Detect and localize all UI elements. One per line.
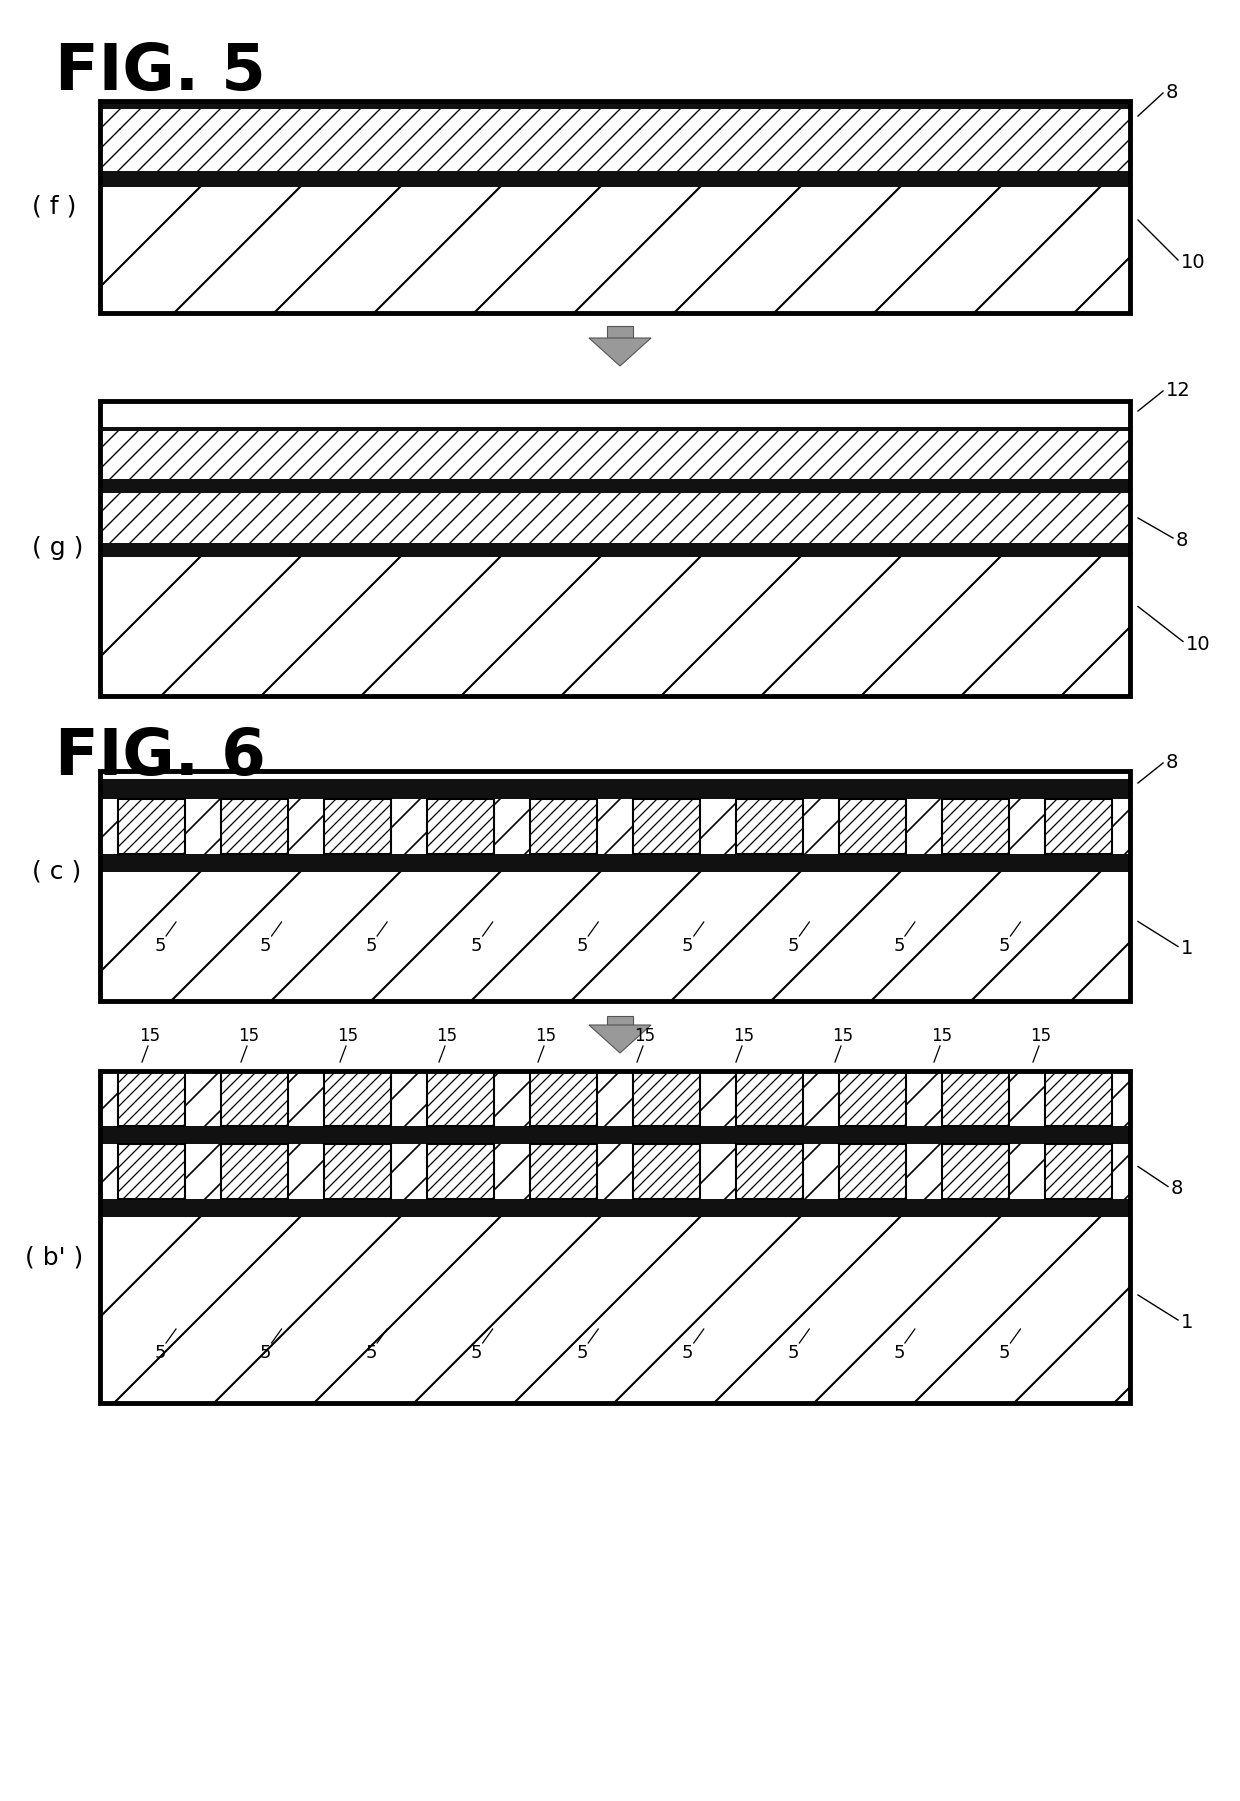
Text: 15: 15 [931,1027,952,1045]
Text: FIG. 5: FIG. 5 [55,41,265,103]
Text: 5: 5 [471,937,482,955]
Bar [634,1144,699,1199]
Bar [100,427,1130,430]
Bar [118,800,185,854]
Text: 8: 8 [1166,83,1178,103]
Text: 5: 5 [260,937,272,955]
Text: 15: 15 [635,1027,656,1045]
Text: 5: 5 [787,1344,799,1362]
Bar [221,1072,288,1126]
Polygon shape [589,339,651,366]
Bar [100,173,1130,187]
Bar [529,1144,596,1199]
Bar [100,1199,1130,1217]
Text: 5: 5 [893,937,905,955]
Text: ( b' ): ( b' ) [25,1244,83,1270]
Bar [839,800,906,854]
Bar [221,800,288,854]
Text: 8: 8 [1176,531,1188,549]
Bar [100,1072,1130,1403]
Bar [100,1126,1130,1144]
Text: 5: 5 [366,1344,377,1362]
Bar [324,1144,391,1199]
Bar [427,800,494,854]
Bar [839,1144,906,1199]
Text: 8: 8 [1166,753,1178,773]
Text: 5: 5 [893,1344,905,1362]
Text: 10: 10 [1180,254,1205,272]
Bar [942,1072,1009,1126]
Bar [100,854,1130,872]
Bar [100,101,1130,110]
Text: 5: 5 [787,937,799,955]
Bar [100,402,1130,695]
Bar [100,542,1130,557]
Text: 5: 5 [682,937,693,955]
Bar [100,771,1130,1001]
Text: 1: 1 [1180,938,1193,958]
Bar [608,1016,632,1025]
Bar [100,171,1130,173]
Text: 5: 5 [998,937,1011,955]
Bar [118,1072,185,1126]
Bar [529,1072,596,1126]
Bar [529,800,596,854]
Text: 15: 15 [733,1027,755,1045]
Bar [737,800,804,854]
Bar [100,771,1130,1001]
Bar [634,800,699,854]
Bar [324,1072,391,1126]
Text: 15: 15 [832,1027,853,1045]
Bar [100,101,1130,313]
Text: 5: 5 [260,1344,272,1362]
Text: 15: 15 [436,1027,458,1045]
Bar [737,1072,804,1126]
Text: 8: 8 [1171,1180,1183,1198]
Bar [100,479,1130,493]
Text: 5: 5 [577,1344,588,1362]
Text: 5: 5 [154,1344,166,1362]
Bar [427,1072,494,1126]
Polygon shape [589,1025,651,1054]
Bar [1045,1072,1112,1126]
Bar [839,1072,906,1126]
Bar [100,780,1130,800]
Bar [100,1072,1130,1403]
Bar [324,800,391,854]
Text: 5: 5 [998,1344,1011,1362]
Text: ( c ): ( c ) [32,859,82,882]
Bar [608,326,632,339]
Bar [1045,800,1112,854]
Text: 5: 5 [366,937,377,955]
Text: ( f ): ( f ) [32,195,77,220]
Bar [100,101,1130,313]
Bar [221,1144,288,1199]
Text: 15: 15 [536,1027,557,1045]
Bar [100,101,1130,313]
Text: 15: 15 [139,1027,160,1045]
Text: 15: 15 [337,1027,358,1045]
Text: 5: 5 [682,1344,693,1362]
Bar [942,1144,1009,1199]
Text: 15: 15 [238,1027,259,1045]
Text: 15: 15 [1030,1027,1052,1045]
Bar [634,1072,699,1126]
Bar [100,402,1130,695]
Text: FIG. 6: FIG. 6 [55,726,265,789]
Bar [118,1144,185,1199]
Text: 10: 10 [1185,636,1210,654]
Bar [1045,1144,1112,1199]
Text: 1: 1 [1180,1313,1193,1331]
Text: ( g ): ( g ) [32,537,83,560]
Bar [427,1144,494,1199]
Bar [737,1144,804,1199]
Text: 12: 12 [1166,382,1190,400]
Bar [942,800,1009,854]
Text: 5: 5 [154,937,166,955]
Text: 5: 5 [471,1344,482,1362]
Text: 5: 5 [577,937,588,955]
